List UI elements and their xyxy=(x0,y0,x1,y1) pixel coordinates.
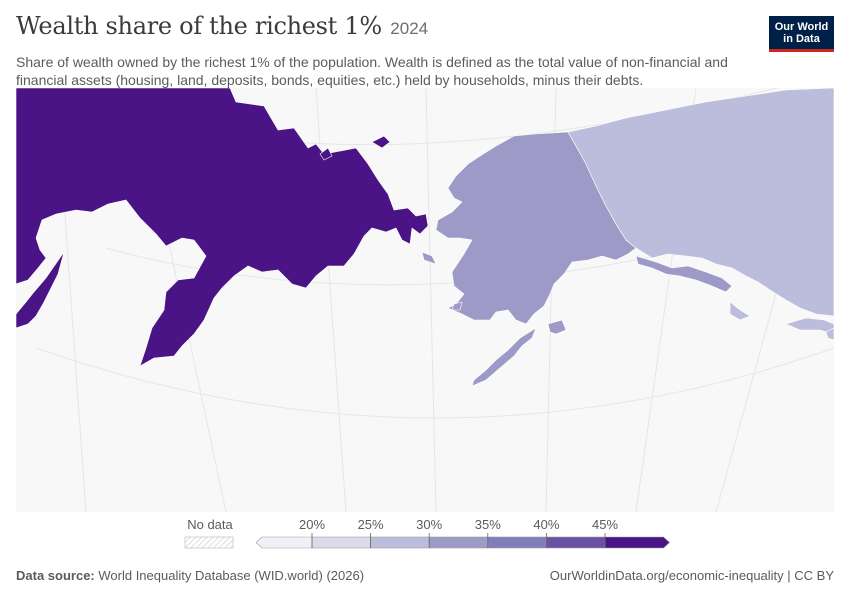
legend-tick-label: 25% xyxy=(358,517,384,532)
region-alaska[interactable] xyxy=(421,131,733,387)
legend-tick-label: 20% xyxy=(299,517,325,532)
legend-tick-label: 35% xyxy=(475,517,501,532)
region-russia[interactable] xyxy=(16,88,429,367)
wrangel-island xyxy=(371,135,391,149)
legend-no-data-label: No data xyxy=(187,517,233,532)
footer-source: Data source: World Inequality Database (… xyxy=(16,568,364,583)
canada-mainland xyxy=(567,88,834,317)
world-map xyxy=(16,88,834,512)
map-area xyxy=(16,88,834,512)
chart-subtitle: Share of wealth owned by the richest 1% … xyxy=(16,54,728,88)
kodiak-island xyxy=(547,319,567,335)
alaska-peninsula xyxy=(471,327,537,387)
legend-svg: No data 20% 25% 30% 35% 40% 45% xyxy=(184,517,671,549)
alaska-panhandle xyxy=(635,255,733,293)
legend-no-data-swatch xyxy=(184,536,234,549)
legend-bin-2[interactable] xyxy=(370,536,430,549)
footer-link[interactable]: OurWorldinData.org/economic-inequality |… xyxy=(549,568,834,583)
source-label: Data source: xyxy=(16,568,95,583)
legend-bin-1[interactable] xyxy=(311,536,371,549)
map-legend: No data 20% 25% 30% 35% 40% 45% xyxy=(0,512,850,552)
owid-logo[interactable]: Our World in Data xyxy=(769,16,834,52)
aleutian-island xyxy=(451,301,463,311)
legend-bin-5[interactable] xyxy=(546,536,606,549)
vancouver-island xyxy=(785,317,834,335)
legend-bin-3[interactable] xyxy=(428,536,489,549)
legend-bin-6[interactable] xyxy=(604,536,671,549)
legend-bin-4[interactable] xyxy=(487,536,547,549)
logo-line-1: Our World xyxy=(774,21,829,33)
legend-bin-0[interactable] xyxy=(255,536,313,549)
sakhalin-region xyxy=(16,251,65,329)
haida-gwaii xyxy=(729,301,751,321)
saint-lawrence-island xyxy=(421,251,437,265)
legend-tick-label: 45% xyxy=(592,517,618,532)
title-row: Wealth share of the richest 1% 2024 xyxy=(16,12,428,40)
source-text[interactable]: World Inequality Database (WID.world) (2… xyxy=(98,568,365,583)
alaska-mainland xyxy=(435,131,637,325)
legend-ticks: 20% 25% 30% 35% 40% 45% xyxy=(299,517,618,548)
region-canada[interactable] xyxy=(567,88,834,341)
canada-coast-fragment xyxy=(825,327,834,341)
small-island xyxy=(319,147,333,161)
legend-tick-label: 40% xyxy=(533,517,559,532)
logo-line-2: in Data xyxy=(783,33,820,45)
chart-year: 2024 xyxy=(390,19,429,38)
chart-title: Wealth share of the richest 1% xyxy=(16,12,382,40)
legend-tick-label: 30% xyxy=(416,517,442,532)
legend-bins xyxy=(255,536,671,549)
